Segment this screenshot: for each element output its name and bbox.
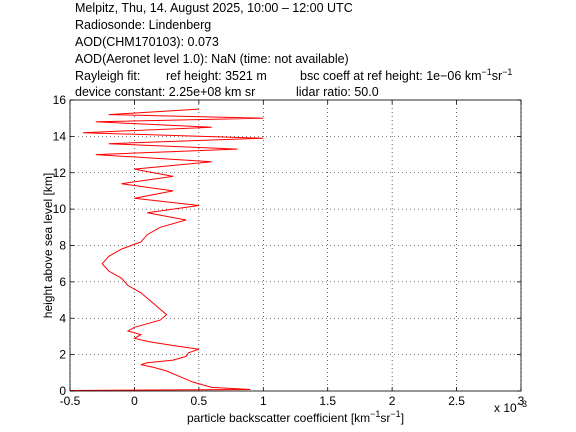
y-tick-label: 14 bbox=[53, 129, 67, 143]
y-tick-label: 8 bbox=[59, 239, 66, 253]
title-line: AOD(Aeronet level 1.0): NaN (time: not a… bbox=[75, 52, 349, 66]
text-part: Rayleigh fit: bbox=[75, 69, 140, 83]
y-tick-label: 12 bbox=[53, 166, 67, 180]
info-text: device constant: 2.25e+08 km sr bbox=[75, 85, 255, 99]
x-tick-label: 0 bbox=[131, 394, 138, 408]
superscript: −1 bbox=[390, 409, 400, 419]
text-part: AOD(CHM170103): 0.073 bbox=[75, 35, 219, 49]
text-part: AOD(Aeronet level 1.0): NaN (time: not a… bbox=[75, 52, 349, 66]
x-tick-label: 2 bbox=[389, 394, 396, 408]
info-text: bsc coeff at ref height: 1e−06 km−1sr−1 bbox=[300, 67, 512, 83]
x-axis-label: particle backscatter coefficient [km−1sr… bbox=[187, 409, 404, 425]
text-part: particle backscatter coefficient [km bbox=[187, 411, 370, 425]
text-part: ] bbox=[401, 411, 404, 425]
x-tick-label: 0.5 bbox=[191, 394, 208, 408]
plot-frame bbox=[69, 99, 522, 392]
superscript: −1 bbox=[370, 409, 380, 419]
text-part: sr bbox=[380, 411, 390, 425]
text-part: ref height: 3521 m bbox=[166, 69, 267, 83]
superscript: −1 bbox=[481, 67, 491, 77]
superscript: −1 bbox=[502, 67, 512, 77]
y-tick-label: 0 bbox=[59, 384, 66, 398]
x-multiplier: x 10−3 bbox=[494, 399, 527, 415]
text-part: Melpitz, Thu, 14. August 2025, 10:00 – 1… bbox=[75, 1, 353, 15]
text-part: x 10 bbox=[494, 401, 517, 415]
title-line: Radiosonde: Lindenberg bbox=[75, 18, 211, 32]
info-text: ref height: 3521 m bbox=[166, 69, 267, 83]
profile-line bbox=[69, 108, 264, 391]
y-axis-label: height above sea level [km] bbox=[41, 173, 55, 318]
text-part: Radiosonde: Lindenberg bbox=[75, 18, 211, 32]
x-tick-label: -0.5 bbox=[60, 394, 81, 408]
y-tick-label: 16 bbox=[53, 93, 67, 107]
x-tick-label: 2.5 bbox=[448, 394, 465, 408]
y-tick-label: 2 bbox=[59, 348, 66, 362]
superscript: −3 bbox=[517, 399, 527, 409]
plot-area bbox=[70, 100, 521, 391]
y-tick-label: 10 bbox=[53, 202, 67, 216]
text-part: sr bbox=[492, 69, 502, 83]
x-tick-label: 1 bbox=[260, 394, 267, 408]
y-tick-label: 6 bbox=[59, 275, 66, 289]
info-text: Rayleigh fit: bbox=[75, 69, 140, 83]
text-part: device constant: 2.25e+08 km sr bbox=[75, 85, 255, 99]
info-text: lidar ratio: 50.0 bbox=[296, 85, 379, 99]
text-part: bsc coeff at ref height: 1e−06 km bbox=[300, 69, 481, 83]
title-line: Melpitz, Thu, 14. August 2025, 10:00 – 1… bbox=[75, 1, 353, 15]
title-line: AOD(CHM170103): 0.073 bbox=[75, 35, 219, 49]
x-tick-label: 3 bbox=[518, 394, 525, 408]
text-part: lidar ratio: 50.0 bbox=[296, 85, 379, 99]
y-tick-label: 4 bbox=[59, 311, 66, 325]
x-tick-label: 1.5 bbox=[319, 394, 336, 408]
